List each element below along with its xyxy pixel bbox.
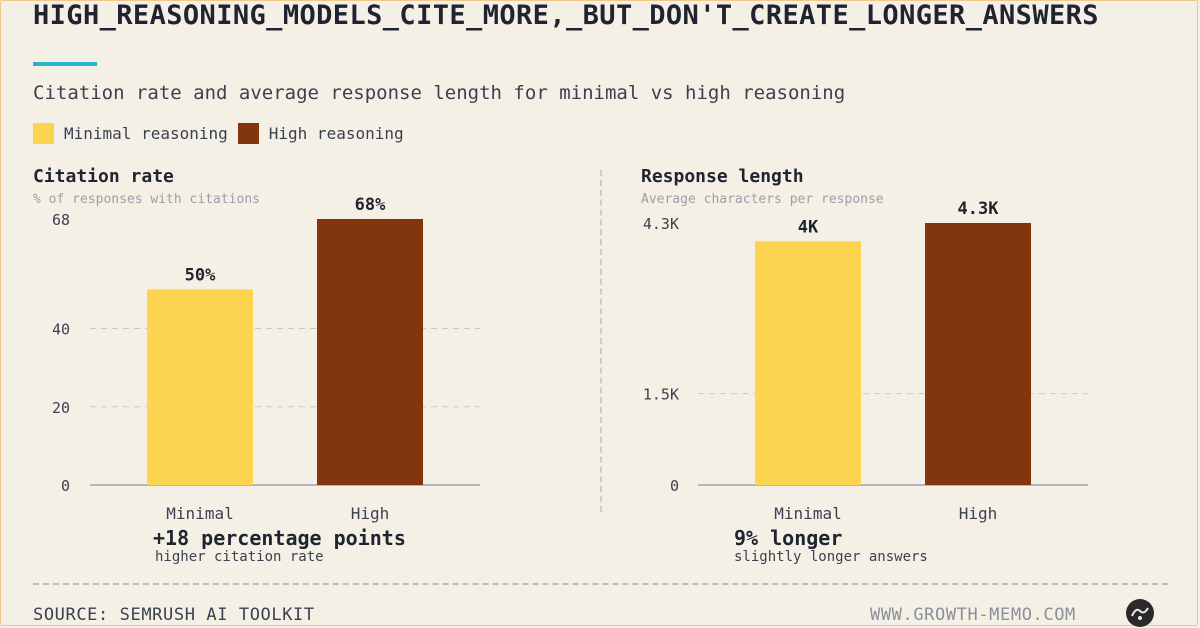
citation-stat-sub: higher citation rate — [155, 549, 324, 565]
brand-logo-icon — [1126, 599, 1154, 627]
length-bar-minimal — [755, 241, 861, 485]
page-title: HIGH_REASONING_MODELS_CITE_MORE,_BUT_DON… — [33, 0, 1099, 31]
citation-ytick-label: 20 — [52, 399, 70, 417]
citation-rate-chart: 0 20 40 68 50% Minimal 68% High — [52, 195, 480, 523]
length-ytick-label: 4.3K — [643, 215, 679, 233]
footer-source: SOURCE: SEMRUSH AI TOOLKIT — [33, 605, 315, 625]
footer-divider — [33, 583, 1168, 585]
legend: Minimal reasoning High reasoning — [33, 123, 414, 144]
citation-bar-high — [317, 219, 423, 485]
citation-data-label: 68% — [355, 195, 386, 215]
citation-ytick-label: 40 — [52, 321, 70, 339]
legend-item-high: High reasoning — [237, 123, 404, 144]
length-data-label: 4.3K — [958, 199, 1000, 219]
legend-swatch-minimal — [33, 123, 54, 144]
length-data-label: 4K — [798, 217, 819, 237]
citation-ytick-label: 0 — [61, 477, 70, 495]
citation-bar-minimal — [147, 289, 253, 485]
length-bar-high — [925, 223, 1031, 485]
footer-url-link[interactable]: WWW.GROWTH-MEMO.COM — [870, 605, 1076, 625]
length-stat: 9% longer — [734, 526, 843, 550]
citation-category-label: Minimal — [166, 504, 233, 523]
citation-chart-subtitle: % of responses with citations — [33, 192, 260, 207]
accent-bar — [33, 62, 97, 66]
length-ytick-label: 1.5K — [643, 386, 679, 404]
legend-label-minimal: Minimal reasoning — [64, 124, 228, 143]
citation-stat: +18 percentage points — [153, 526, 406, 550]
length-category-label: Minimal — [774, 504, 841, 523]
panel-divider — [600, 170, 602, 512]
length-chart-title: Response length — [641, 166, 804, 187]
length-chart-subtitle: Average characters per response — [641, 192, 884, 207]
citation-chart-title: Citation rate — [33, 166, 174, 187]
response-length-chart: 0 1.5K 4.3K 4K Minimal 4.3K High — [643, 199, 1088, 523]
legend-item-minimal: Minimal reasoning — [33, 123, 228, 144]
legend-swatch-high — [237, 123, 259, 144]
citation-data-label: 50% — [185, 265, 216, 285]
length-ytick-label: 0 — [670, 477, 679, 495]
legend-label-high: High reasoning — [268, 124, 404, 143]
citation-ytick-label: 68 — [52, 211, 70, 229]
length-category-label: High — [959, 504, 998, 523]
citation-category-label: High — [351, 504, 390, 523]
page-subtitle: Citation rate and average response lengt… — [33, 82, 846, 104]
length-stat-sub: slightly longer answers — [734, 549, 928, 565]
